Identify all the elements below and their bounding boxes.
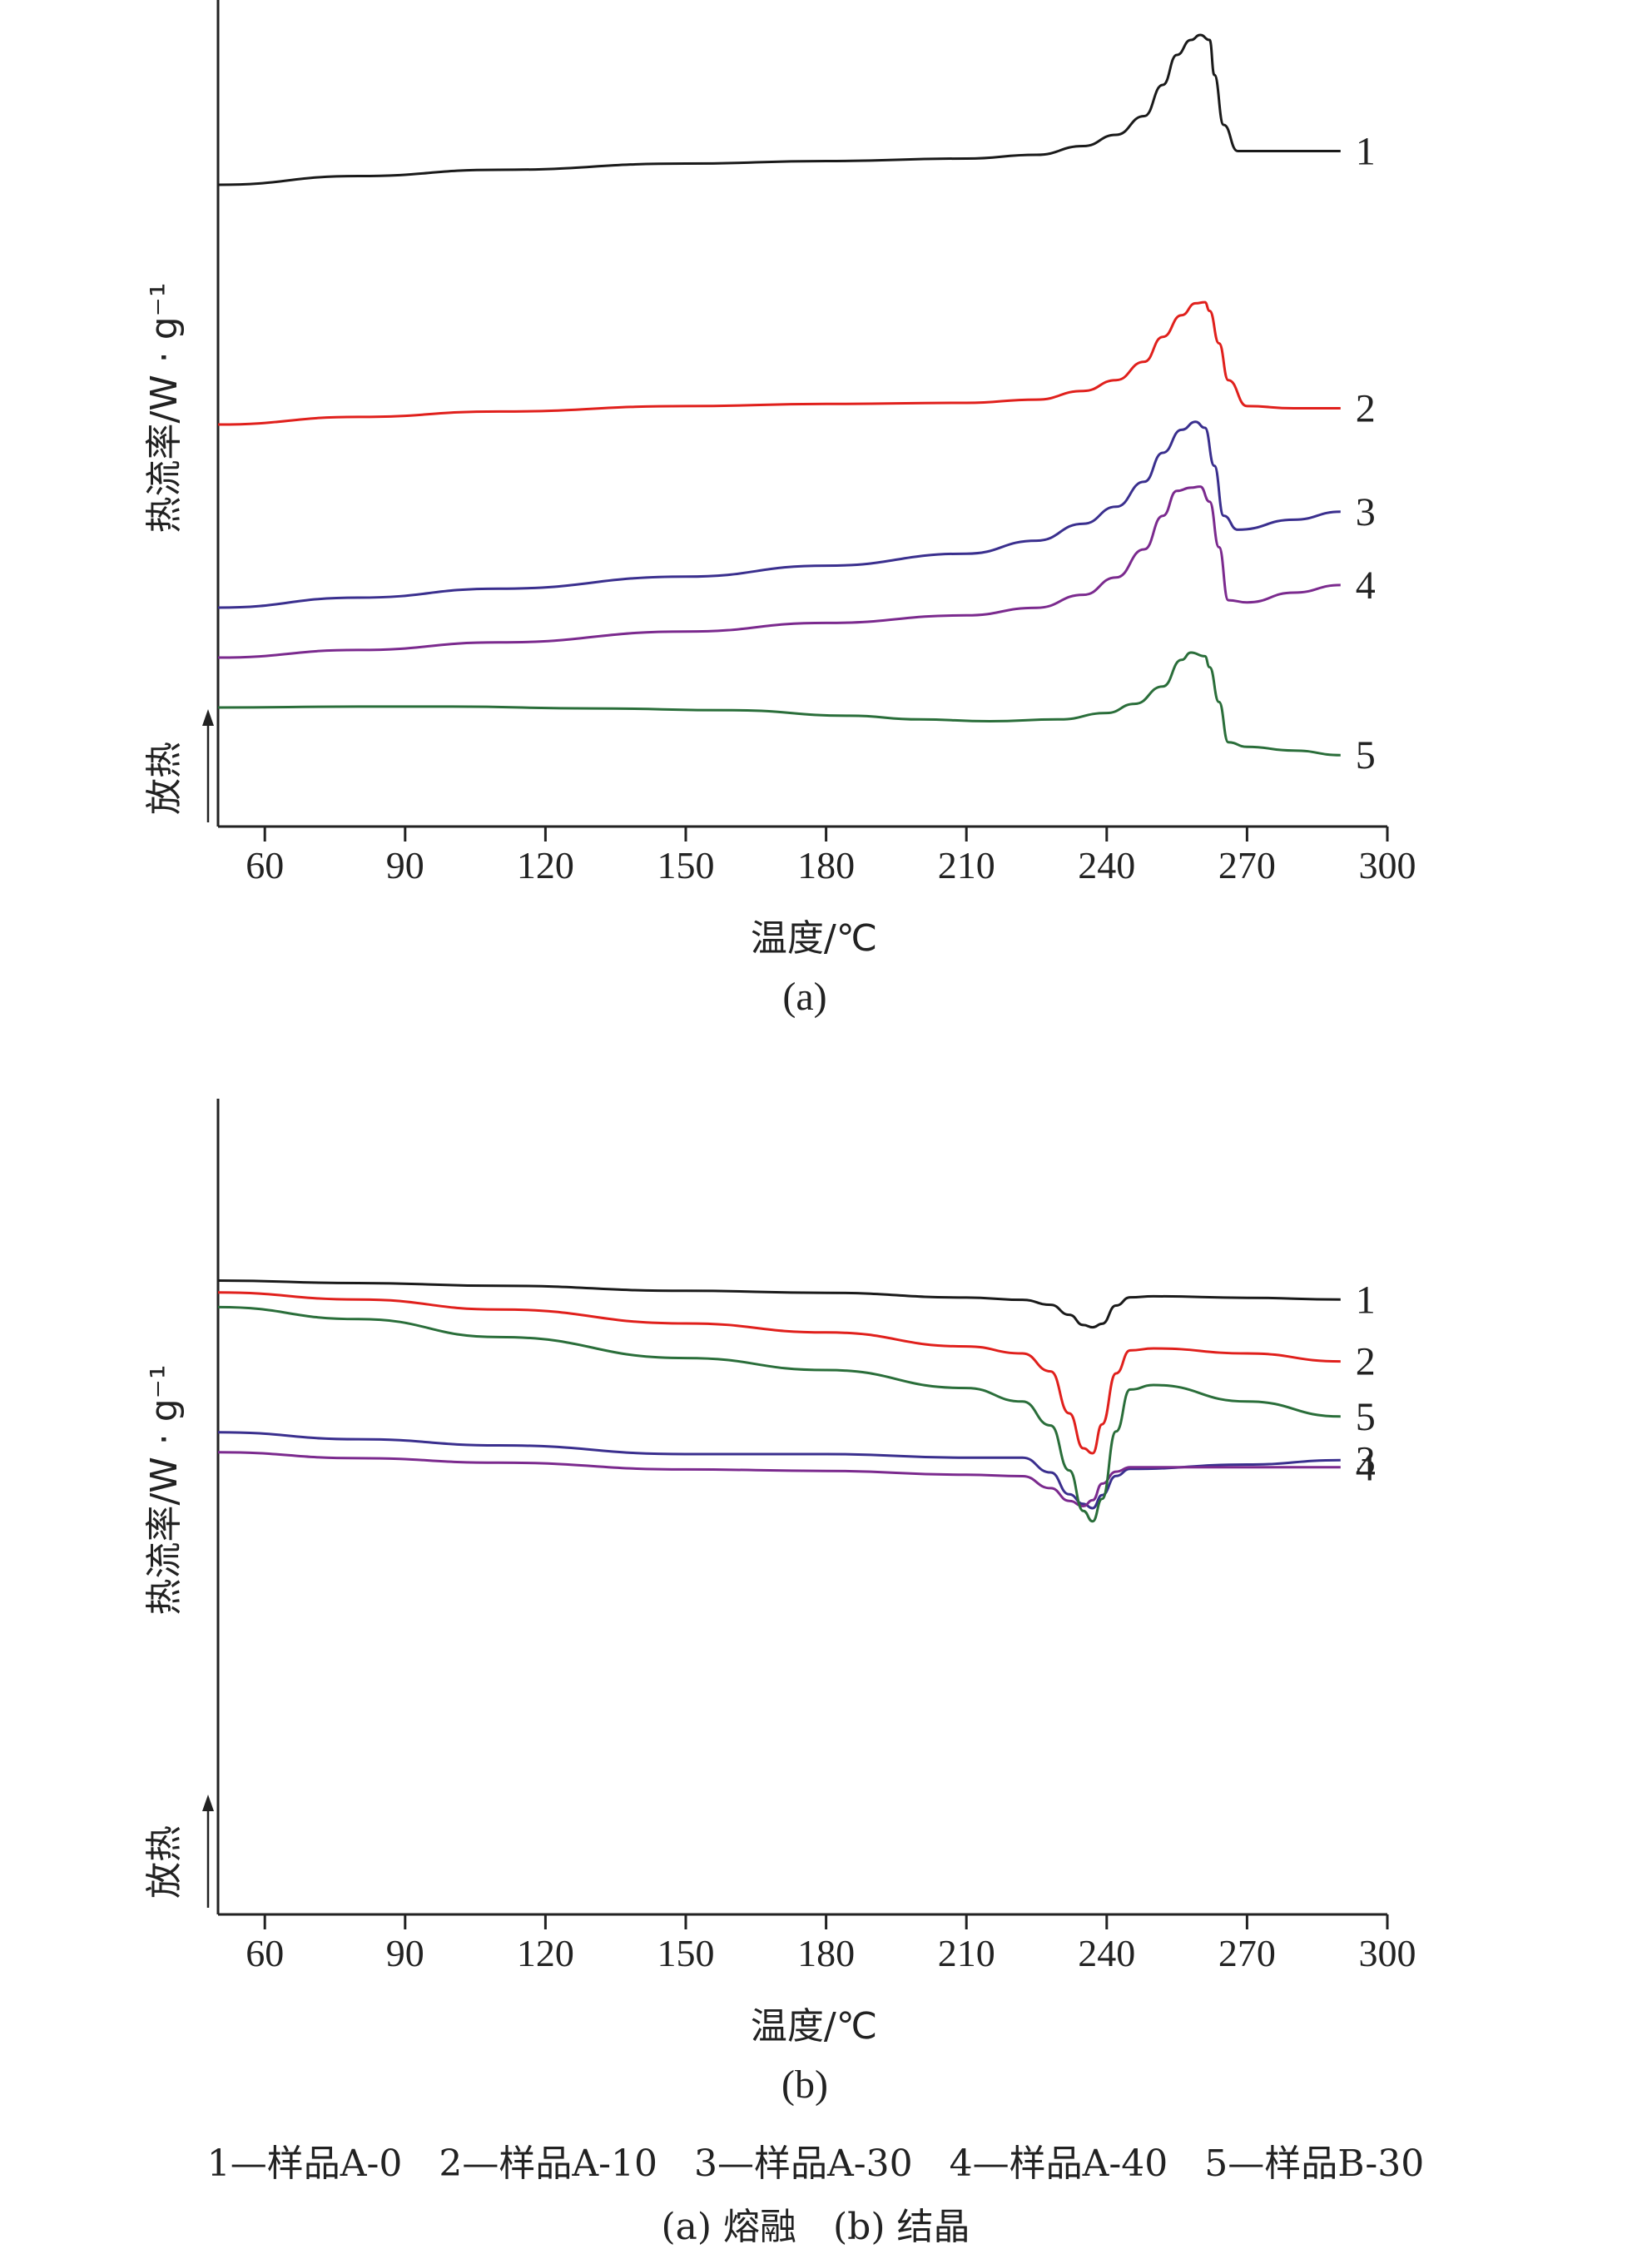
series-4-line (217, 1451, 1341, 1507)
series-3-label: 3 (1356, 1438, 1376, 1482)
x-ticks-a: 60 90 120 150 180 210 240 270 300 (246, 827, 1416, 886)
series-5-line (217, 1305, 1341, 1523)
curves-a (217, 33, 1341, 757)
curves-b (217, 1279, 1341, 1523)
series-1-label: 1 (1356, 130, 1376, 174)
x-tick-label: 240 (1078, 844, 1135, 886)
exo-label-b: 放热 (143, 1825, 186, 1899)
x-tick-label: 90 (386, 1932, 424, 1974)
x-tick-label: 150 (657, 844, 715, 886)
series-4-label: 4 (1356, 564, 1376, 608)
x-tick-label: 180 (797, 844, 855, 886)
y-axis-label-b: 热流率/W · g⁻¹ (143, 1364, 186, 1615)
exo-arrowhead-b (202, 1795, 214, 1811)
x-tick-label: 210 (938, 1932, 995, 1974)
x-tick-label: 90 (386, 844, 424, 886)
panel-label-b: (b) (781, 2063, 828, 2107)
series-1-label: 1 (1356, 1278, 1376, 1322)
series-5-label: 5 (1356, 1395, 1376, 1439)
legend-caption: 1—样品A-0 2—样品A-10 3—样品A-30 4—样品A-40 5—样品B… (207, 2142, 1425, 2185)
x-tick-label: 300 (1359, 844, 1416, 886)
exo-arrowhead-a (202, 709, 214, 726)
series-5-line (217, 651, 1341, 757)
x-tick-label: 180 (797, 1932, 855, 1974)
x-tick-label: 120 (517, 844, 574, 886)
panel-a: 60 90 120 150 180 210 240 270 300 1 2 3 4 5 热流率/W · … (143, 0, 1416, 1019)
curve-labels-b: 1 2 34 5 (1356, 1278, 1376, 1489)
series-1-line (217, 33, 1341, 186)
panel-b: 60 90 120 150 180 210 240 270 300 1 2 34 5 热流率/W · … (143, 1099, 1416, 2107)
x-tick-label: 150 (657, 1932, 715, 1974)
series-3-line (217, 420, 1341, 609)
x-axis-label-b: 温度/℃ (751, 2005, 877, 2048)
y-axis-label-a: 热流率/W · g⁻¹ (143, 282, 186, 533)
series-2-line (217, 1291, 1341, 1455)
series-4-line (217, 485, 1341, 659)
figure-caption: (a) 熔融 (b) 结晶 (661, 2206, 970, 2248)
series-3-label: 3 (1356, 490, 1376, 534)
series-4-label: 4 (1356, 1446, 1376, 1490)
x-tick-label: 270 (1218, 1932, 1276, 1974)
curve-labels-a: 1 2 3 4 5 (1356, 130, 1376, 778)
exo-label-a: 放热 (143, 742, 186, 815)
x-tick-label: 120 (517, 1932, 574, 1974)
x-tick-label: 240 (1078, 1932, 1135, 1974)
x-tick-label: 300 (1359, 1932, 1416, 1974)
x-axis-label-a: 温度/℃ (751, 917, 877, 960)
x-tick-label: 60 (246, 1932, 284, 1974)
series-5-label: 5 (1356, 733, 1376, 777)
x-ticks-b: 60 90 120 150 180 210 240 270 300 (246, 1914, 1416, 1974)
panel-label-a: (a) (782, 975, 826, 1019)
series-2-line (217, 300, 1341, 426)
series-1-line (217, 1279, 1341, 1329)
x-tick-label: 210 (938, 844, 995, 886)
series-2-label: 2 (1356, 387, 1376, 431)
series-3-line (217, 1431, 1341, 1510)
x-tick-label: 60 (246, 844, 284, 886)
series-2-label: 2 (1356, 1340, 1376, 1384)
x-tick-label: 270 (1218, 844, 1276, 886)
